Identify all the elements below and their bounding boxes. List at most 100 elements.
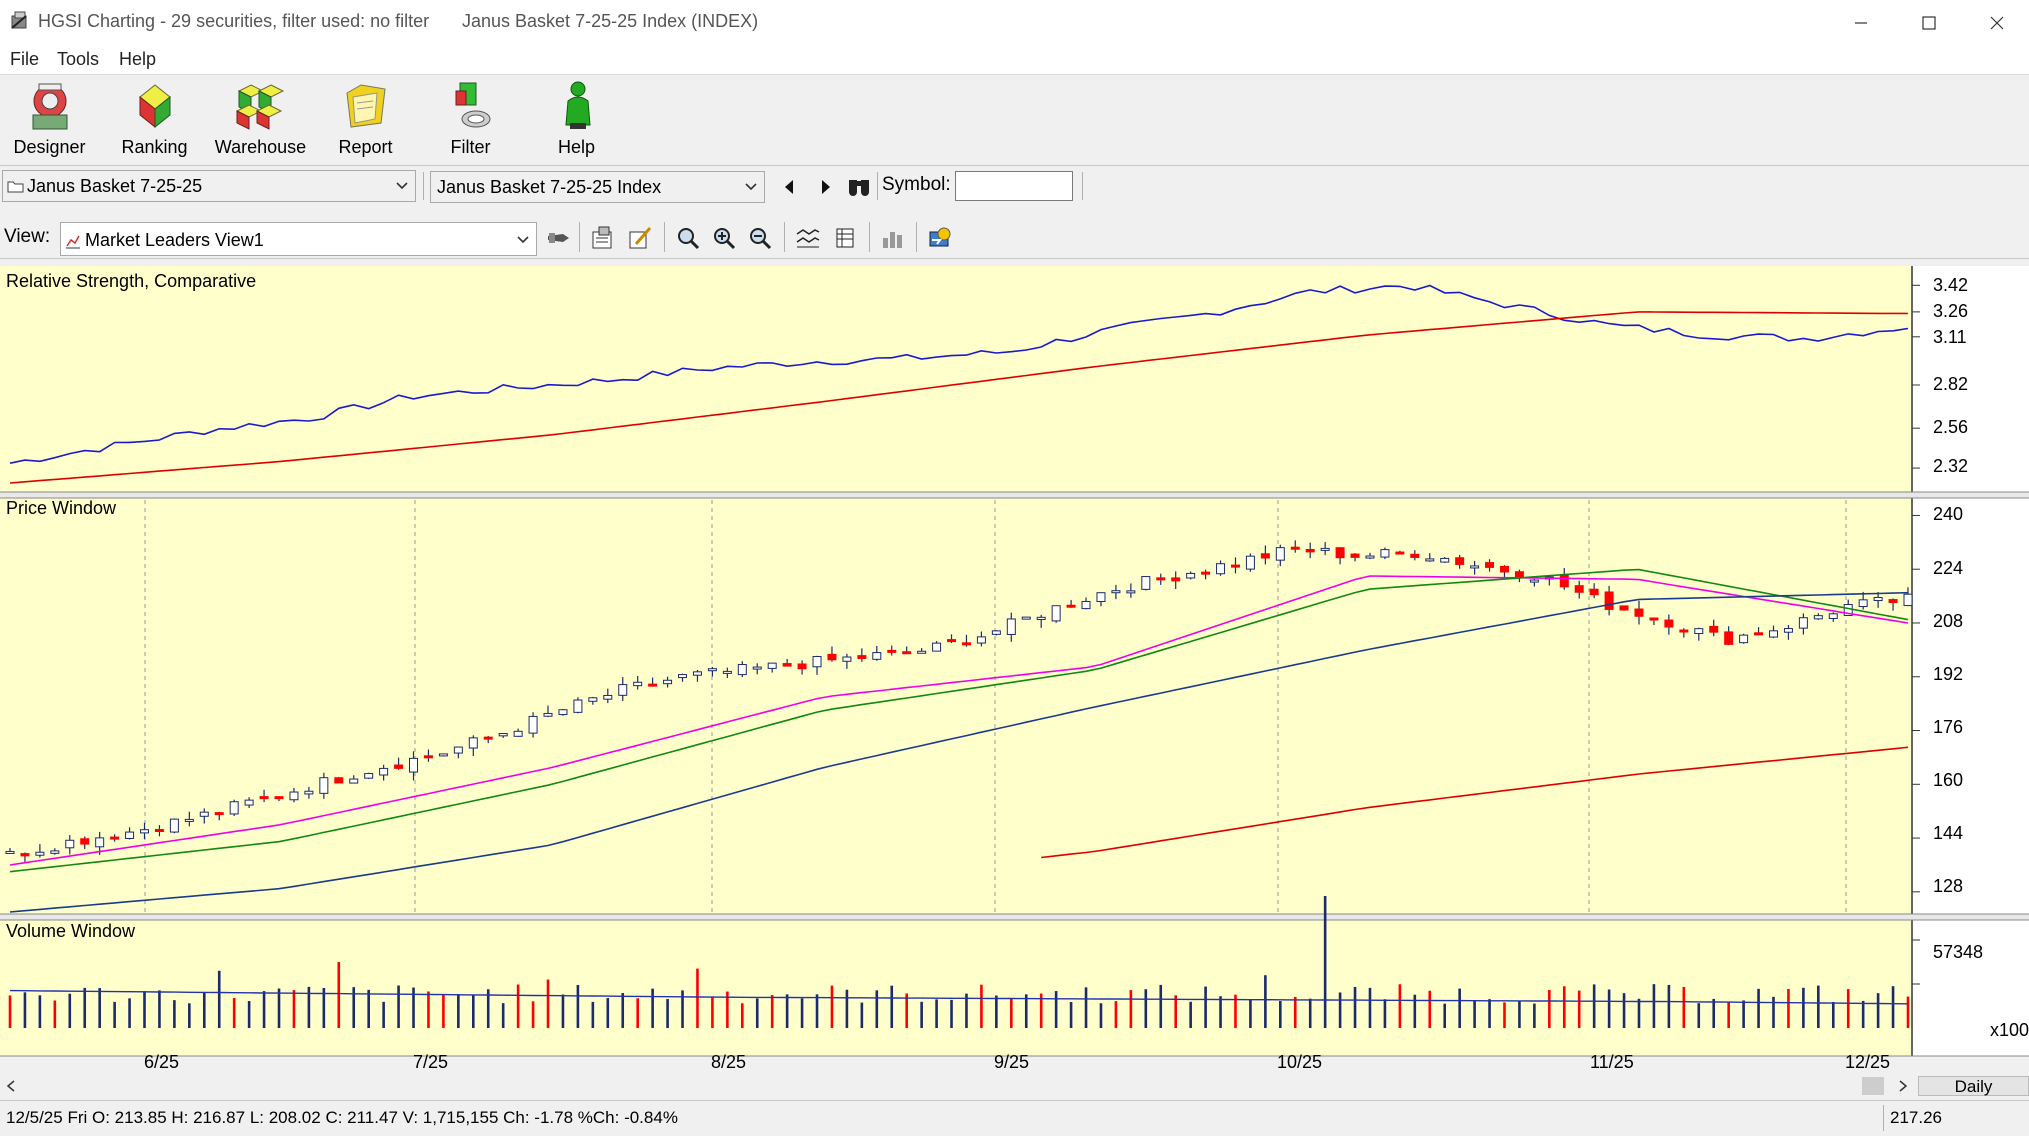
report-button[interactable]: Report [318, 79, 413, 159]
chart-view-icon [66, 235, 80, 249]
close-icon [1990, 16, 2004, 29]
indicator-chart-icon[interactable] [879, 224, 907, 252]
candle-body [932, 642, 942, 652]
candle-body [289, 791, 299, 801]
candle-body [1634, 608, 1644, 617]
symbol-input[interactable] [955, 171, 1073, 201]
candle-body [229, 801, 239, 815]
candle-body [857, 655, 867, 659]
candle-body [1873, 596, 1883, 602]
filter-button[interactable]: Filter [423, 79, 518, 159]
candle-body [633, 681, 643, 687]
binoculars-icon[interactable] [845, 172, 873, 200]
axis-background [1912, 266, 2029, 492]
candle-body [1335, 547, 1345, 559]
warehouse-icon [235, 84, 284, 130]
candle-body [1529, 579, 1539, 583]
rs-tick-label: 2.56 [1933, 417, 1969, 437]
warehouse-button[interactable]: Warehouse [213, 79, 308, 159]
candle-body [1111, 590, 1121, 594]
candle-body [1230, 564, 1240, 568]
scroll-right-icon[interactable] [1896, 1079, 1910, 1093]
candle-body [991, 630, 1001, 635]
x-tick-label: 6/25 [144, 1052, 180, 1072]
menu-help[interactable]: Help [119, 49, 157, 69]
designer-button[interactable]: Designer [2, 79, 97, 159]
candle-body [797, 663, 807, 670]
rs-tick-label: 3.42 [1933, 275, 1969, 295]
candle-body [1021, 616, 1031, 620]
view-label: View: [4, 226, 51, 247]
view-pointer-icon[interactable] [545, 224, 573, 252]
candle-body [423, 755, 433, 759]
candle-body [1081, 600, 1091, 610]
candle-body [543, 712, 553, 717]
separator [916, 222, 917, 252]
rs-tick-label: 2.82 [1933, 374, 1969, 394]
zoom-icon[interactable] [674, 224, 702, 252]
candle-body [20, 853, 30, 857]
refresh-data-icon[interactable] [926, 224, 954, 252]
candle-body [603, 694, 613, 700]
price-ma-long [1041, 746, 1909, 859]
price-tick-label: 224 [1933, 558, 1964, 578]
chart-properties-icon[interactable] [589, 224, 617, 252]
candle-body [1649, 617, 1659, 621]
separator [423, 172, 424, 200]
candle-body [558, 709, 568, 716]
basket-select[interactable]: Janus Basket 7-25-25 [2, 170, 416, 202]
candle-body [1724, 631, 1734, 645]
candle-body [737, 664, 747, 676]
candle-body [1201, 571, 1211, 575]
view-select[interactable]: Market Leaders View1 [60, 222, 537, 256]
candle-body [976, 636, 986, 644]
next-security-button[interactable] [812, 174, 840, 202]
candle-body [95, 837, 105, 848]
scroll-left-icon[interactable] [4, 1079, 18, 1093]
x-tick-label: 10/25 [1277, 1052, 1323, 1072]
candle-body [1679, 629, 1689, 633]
pane-separator [0, 492, 2029, 498]
last-price: 217.26 [1890, 1108, 1942, 1127]
candle-body [274, 796, 284, 800]
horizontal-scrollbar[interactable]: Daily [0, 1075, 2029, 1097]
candle-body [692, 671, 702, 676]
candle-body [364, 773, 374, 779]
previous-security-button[interactable] [775, 174, 803, 202]
candle-body [707, 668, 717, 672]
edit-view-icon[interactable] [626, 224, 654, 252]
help-toolbar-button[interactable]: Help [529, 79, 624, 159]
candle-body [872, 652, 882, 660]
title-bar: HGSI Charting - 29 securities, filter us… [0, 0, 2029, 45]
candle-body [722, 670, 732, 674]
ranking-button[interactable]: Ranking [107, 79, 202, 159]
zoom-out-icon[interactable] [746, 224, 774, 252]
candle-body [902, 651, 912, 655]
candle-body [1574, 585, 1584, 593]
filter-label: Filter [450, 137, 491, 157]
chart-area[interactable] [0, 266, 2029, 1066]
zoom-in-icon[interactable] [710, 224, 738, 252]
minimize-button[interactable] [1827, 0, 1895, 45]
candle-body [379, 767, 389, 776]
candle-body [1260, 553, 1270, 559]
menu-file[interactable]: File [10, 49, 40, 69]
close-button[interactable] [1963, 0, 2029, 45]
menu-tools[interactable]: Tools [57, 49, 100, 69]
candle-body [1365, 555, 1375, 559]
compare-lines-icon[interactable] [794, 224, 822, 252]
security-select[interactable]: Janus Basket 7-25-25 Index [430, 171, 765, 203]
maximize-button[interactable] [1895, 0, 1963, 45]
candle-body [483, 736, 493, 740]
candle-body [1395, 551, 1405, 555]
candle-body [1380, 549, 1390, 558]
data-table-icon[interactable] [831, 224, 859, 252]
volume-pane-title: Volume Window [6, 921, 136, 941]
period-selector[interactable]: Daily [1918, 1076, 2029, 1096]
candle-body [648, 683, 658, 687]
scrollbar-thumb[interactable] [1862, 1077, 1884, 1095]
candle-body [259, 796, 269, 800]
candle-body [1499, 565, 1509, 573]
candle-body [1783, 628, 1793, 633]
candle-body [140, 829, 150, 834]
